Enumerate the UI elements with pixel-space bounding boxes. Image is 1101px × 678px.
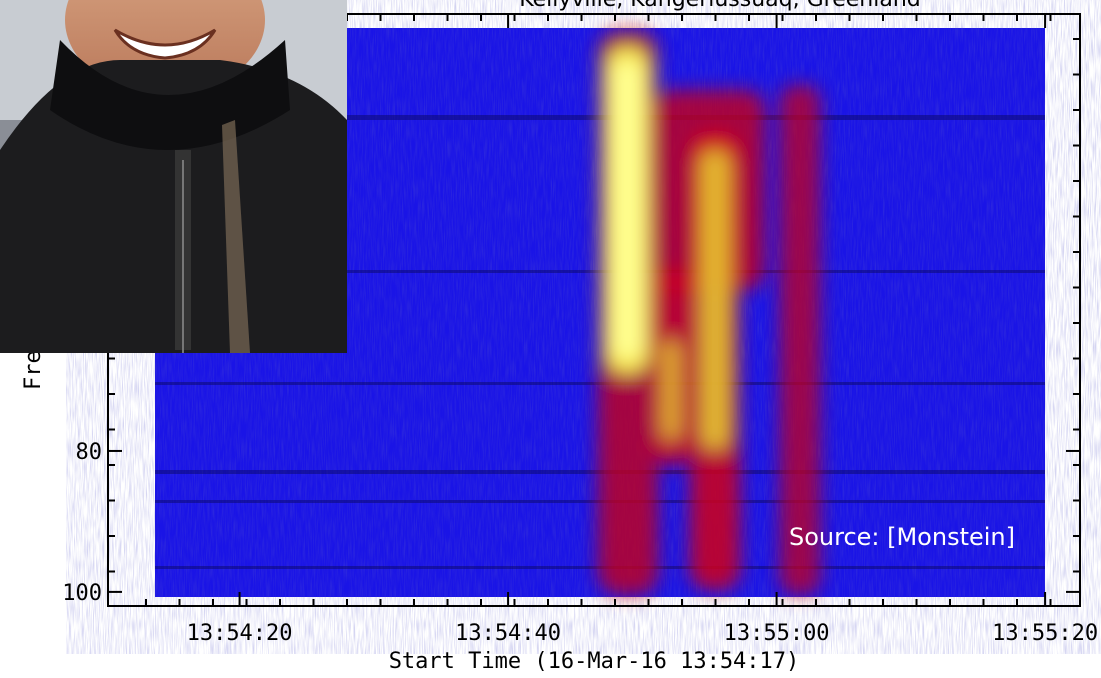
x-tick-label: 13:54:40: [455, 621, 561, 646]
x-tick-label: 13:55:20: [992, 621, 1098, 646]
y-tick-label: 80: [76, 440, 103, 465]
x-tick-label: 13:55:00: [724, 621, 830, 646]
x-tick-label: 13:54:20: [187, 621, 293, 646]
photo: [0, 0, 347, 353]
source-annotation: Source: [Monstein]: [789, 523, 1015, 551]
chart-title: Kellyville, Kangerlussuaq, Greenland: [519, 0, 920, 12]
y-tick-label: 100: [62, 581, 102, 606]
x-axis-label: Start Time (16-Mar-16 13:54:17): [389, 649, 800, 674]
